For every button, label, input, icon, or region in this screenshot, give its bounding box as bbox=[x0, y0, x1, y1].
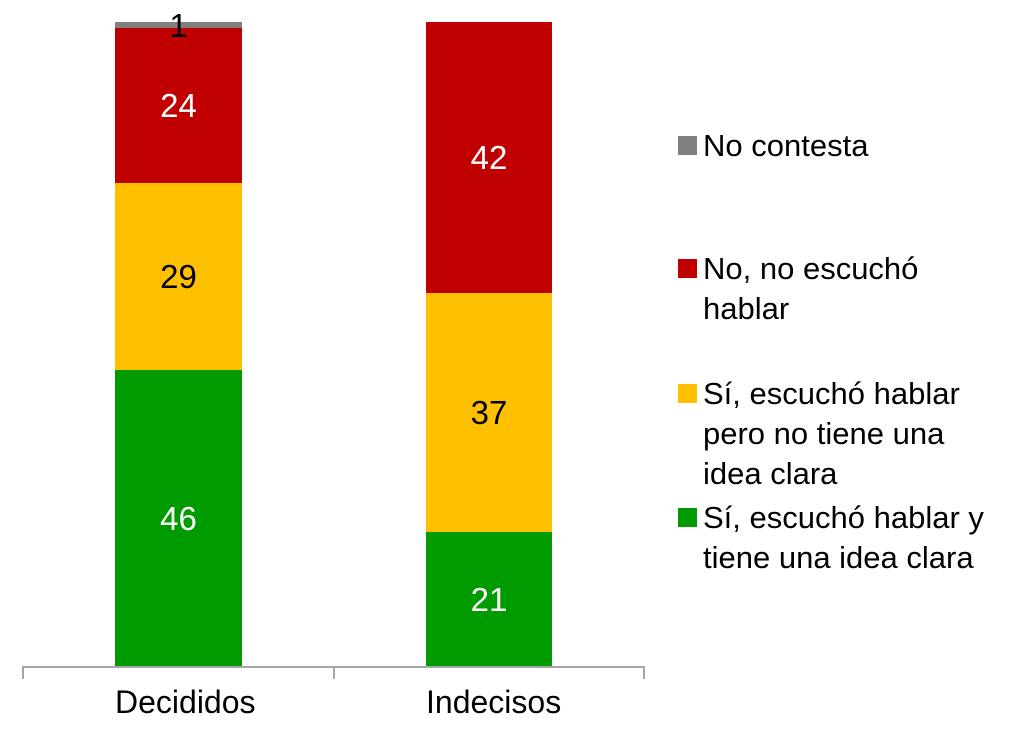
legend-label: Sí, escuchó hablar pero no tiene una ide… bbox=[703, 376, 960, 491]
data-label: 29 bbox=[160, 257, 197, 295]
bar-indecisos: 42 37 21 bbox=[426, 22, 552, 667]
bar-segment-escucho-con-idea-indecisos: 21 bbox=[426, 532, 552, 667]
legend-swatch-red bbox=[678, 259, 697, 278]
legend-item-escucho-sin-idea: Sí, escuchó hablar pero no tiene una ide… bbox=[678, 374, 960, 494]
legend-swatch-yellow bbox=[678, 384, 697, 403]
bar-decididos: 24 29 46 bbox=[115, 22, 242, 667]
legend-swatch-green bbox=[678, 508, 697, 527]
data-label: 42 bbox=[470, 138, 508, 176]
legend-swatch-gray bbox=[678, 136, 697, 155]
axis-tick bbox=[333, 666, 335, 679]
legend-label: No contesta bbox=[703, 128, 869, 163]
axis-tick bbox=[643, 666, 645, 679]
data-label: 46 bbox=[160, 499, 197, 537]
axis-tick bbox=[22, 666, 24, 679]
legend-item-escucho-con-idea: Sí, escuchó hablar y tiene una idea clar… bbox=[678, 498, 984, 578]
bar-segment-no-contesta-decididos bbox=[115, 22, 242, 28]
legend-item-no-escucho: No, no escuchó hablar bbox=[678, 249, 918, 329]
legend-label: No, no escuchó hablar bbox=[703, 251, 919, 326]
bar-segment-escucho-sin-idea-decididos: 29 bbox=[115, 183, 242, 370]
bar-segment-escucho-con-idea-decididos: 46 bbox=[115, 370, 242, 667]
legend-label: Sí, escuchó hablar y tiene una idea clar… bbox=[703, 500, 984, 575]
x-axis-label-indecisos: Indecisos bbox=[426, 684, 562, 720]
data-label-no-contesta-decididos: 1 bbox=[169, 7, 188, 44]
x-axis-line bbox=[22, 666, 645, 679]
data-label: 21 bbox=[470, 580, 508, 618]
bar-segment-no-escucho-decididos: 24 bbox=[115, 28, 242, 183]
data-label: 37 bbox=[470, 393, 508, 431]
bar-segment-no-escucho-indecisos: 42 bbox=[426, 22, 552, 293]
x-axis-label-decididos: Decididos bbox=[115, 684, 256, 720]
bar-segment-escucho-sin-idea-indecisos: 37 bbox=[426, 293, 552, 532]
legend-item-no-contesta: No contesta bbox=[678, 126, 868, 166]
data-label: 24 bbox=[160, 86, 197, 124]
